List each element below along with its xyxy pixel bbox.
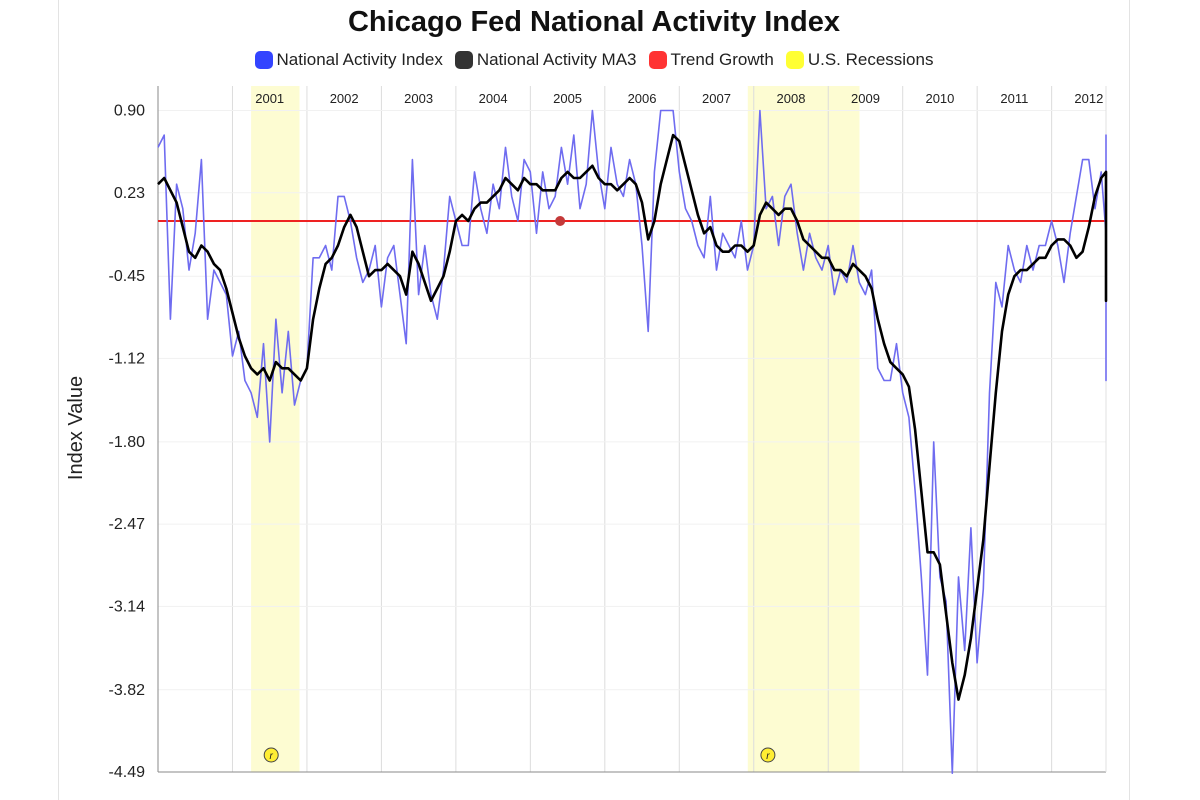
y-tick-label: 0.23 [114, 185, 145, 202]
legend-item-national-activity-index[interactable]: National Activity Index [254, 50, 443, 70]
legend-item-trend-growth[interactable]: Trend Growth [648, 50, 774, 70]
x-year-label: 2012 [1074, 91, 1103, 106]
recession-marker [263, 747, 279, 763]
legend-label: Trend Growth [670, 50, 774, 69]
y-tick-label: 0.90 [114, 103, 145, 120]
y-tick-label: -2.47 [109, 516, 146, 533]
y-tick-label: -1.80 [109, 434, 146, 451]
legend-label: U.S. Recessions [807, 50, 934, 69]
y-tick-label: -1.12 [109, 350, 146, 367]
trend-marker-point [555, 215, 566, 226]
letterbox-right [1130, 0, 1188, 800]
legend-label: National Activity Index [276, 50, 443, 69]
recession-marker-label: r [270, 751, 274, 762]
recession-marker [760, 747, 776, 763]
x-year-label: 2001 [255, 91, 284, 106]
y-axis-label: Index Value [65, 376, 87, 480]
x-year-label: 2010 [925, 91, 954, 106]
legend-swatch-yellow [785, 51, 804, 69]
x-year-label: 2002 [330, 91, 359, 106]
y-tick-label: -0.45 [109, 268, 146, 285]
x-year-label: 2008 [777, 91, 806, 106]
recession-marker-label: r [766, 751, 770, 762]
x-year-label: 2007 [702, 91, 731, 106]
x-year-label: 2003 [404, 91, 433, 106]
legend-swatch-red [648, 51, 667, 69]
x-year-label: 2004 [479, 91, 508, 106]
legend-item-national-activity-ma3[interactable]: National Activity MA3 [454, 50, 637, 70]
y-tick-label: -4.49 [109, 764, 146, 781]
x-year-label: 2005 [553, 91, 582, 106]
legend[interactable]: National Activity Index National Activit… [58, 50, 1130, 70]
legend-swatch-blue [254, 51, 273, 69]
x-year-label: 2006 [628, 91, 657, 106]
recession-band [251, 86, 300, 772]
y-tick-label: -3.14 [109, 598, 146, 615]
series-line-national-activity-ma3 [157, 133, 1108, 701]
legend-swatch-black [454, 51, 473, 69]
x-year-label: 2011 [1000, 91, 1028, 106]
recession-band [747, 86, 860, 772]
x-year-label: 2009 [851, 91, 880, 106]
y-tick-label: -3.82 [109, 682, 146, 699]
legend-item-us-recessions[interactable]: U.S. Recessions [785, 50, 934, 70]
letterbox-left [0, 0, 58, 800]
legend-label: National Activity MA3 [476, 50, 637, 69]
chart-title: Chicago Fed National Activity Index [347, 6, 840, 38]
